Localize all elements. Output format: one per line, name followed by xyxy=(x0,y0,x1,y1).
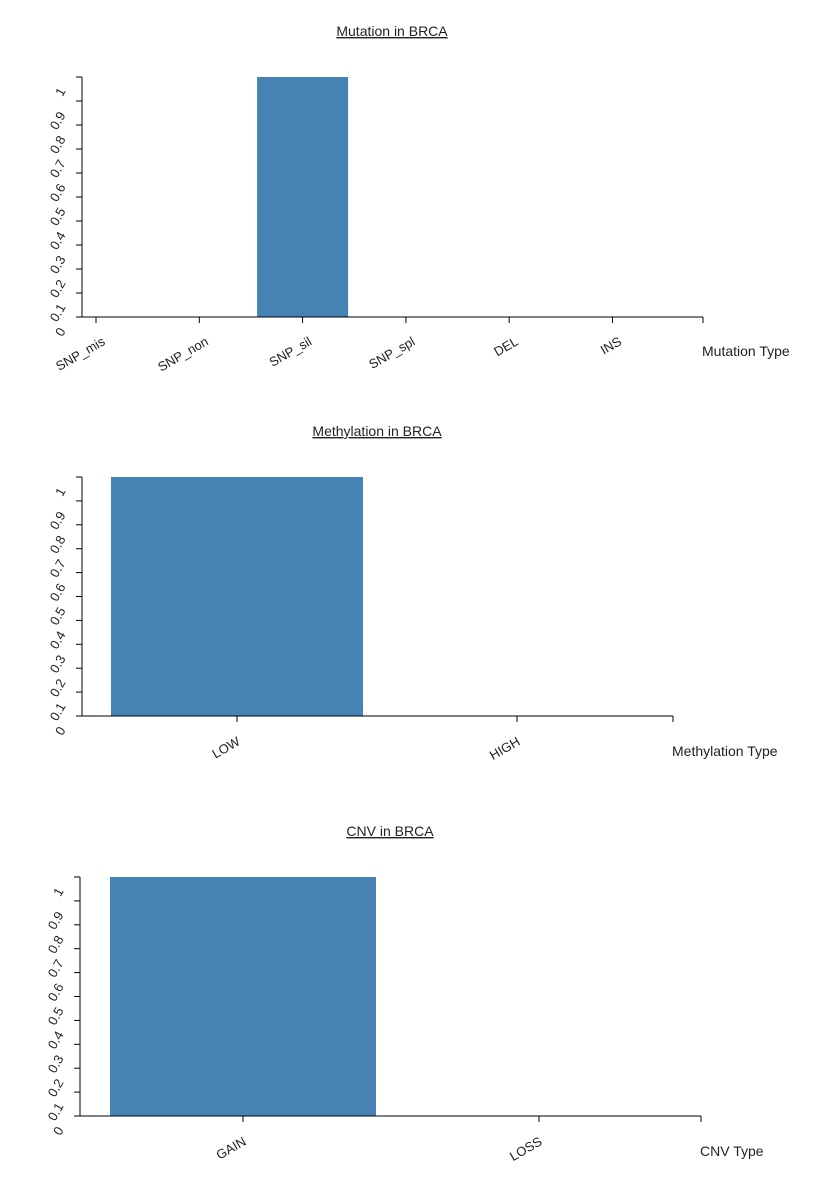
x-axis-label: Methylation Type xyxy=(672,743,778,759)
methylation-chart: Methylation in BRCA00.10.20.30.40.50.60.… xyxy=(47,423,778,763)
y-tick-label: 0.9 xyxy=(47,509,69,532)
x-tick-label-snp-sil: SNP_sil xyxy=(267,334,315,370)
x-tick-label-del: DEL xyxy=(491,334,520,360)
y-tick-label: 0.6 xyxy=(47,581,69,604)
chart-title: Methylation in BRCA xyxy=(312,423,442,439)
y-tick-label: 1 xyxy=(52,485,69,499)
y-tick-label: 1 xyxy=(52,85,69,99)
y-tick-label: 0.2 xyxy=(47,277,69,300)
y-tick-label: 0.8 xyxy=(47,533,69,556)
bar-snp-sil xyxy=(257,77,349,317)
y-tick-label: 0.7 xyxy=(47,157,69,180)
y-tick-label: 0.8 xyxy=(45,933,67,956)
y-tick-label: 0 xyxy=(52,724,69,738)
x-tick-label-snp-non: SNP_non xyxy=(155,334,211,375)
y-tick-label: 0.6 xyxy=(47,181,69,204)
y-tick-label: 0.9 xyxy=(45,909,67,932)
y-tick-label: 0.7 xyxy=(45,957,67,980)
mutation-chart: Mutation in BRCA00.10.20.30.40.50.60.70.… xyxy=(47,23,790,374)
x-tick-label-loss: LOSS xyxy=(507,1133,545,1163)
bar-low xyxy=(111,477,363,716)
y-tick-label: 0.2 xyxy=(47,676,69,699)
y-tick-label: 0.1 xyxy=(45,1100,67,1123)
y-tick-label: 1 xyxy=(50,885,67,899)
y-tick-label: 0 xyxy=(50,1124,67,1138)
bar-gain xyxy=(110,877,376,1116)
y-tick-label: 0.8 xyxy=(47,133,69,156)
y-tick-label: 0 xyxy=(52,325,69,339)
y-tick-label: 0.4 xyxy=(45,1028,67,1051)
cnv-chart: CNV in BRCA 00.10.20.30.40.50.60.70.80.9 1… xyxy=(45,823,764,1164)
x-tick-label-gain: GAIN xyxy=(213,1134,248,1163)
y-tick-label: 0.2 xyxy=(45,1076,67,1099)
x-tick-label-low: LOW xyxy=(209,733,243,761)
x-tick-label-high: HIGH xyxy=(487,734,523,763)
x-axis-label: CNV Type xyxy=(700,1143,764,1159)
x-tick-label-ins: INS xyxy=(598,333,625,357)
chart-title: Mutation in BRCA xyxy=(336,23,448,39)
y-tick-label: 0.5 xyxy=(47,605,69,628)
y-tick-label: 0.4 xyxy=(47,628,69,651)
y-tick-label: 0.4 xyxy=(47,229,69,252)
x-tick-label-snp-spl: SNP_spl xyxy=(366,334,417,372)
y-tick-label: 0.3 xyxy=(47,652,69,675)
y-tick-label: 0.5 xyxy=(45,1005,67,1028)
y-tick-label: 0.1 xyxy=(47,301,69,324)
y-tick-label: 0.7 xyxy=(47,557,69,580)
y-tick-label: 0.9 xyxy=(47,109,69,132)
x-tick-label-snp-mis: SNP_mis xyxy=(53,333,108,373)
y-tick-label: 0.5 xyxy=(47,205,69,228)
y-tick-label: 0.6 xyxy=(45,981,67,1004)
y-tick-label: 0.1 xyxy=(47,700,69,723)
chart-title: CNV in BRCA xyxy=(346,823,434,839)
x-axis-label: Mutation Type xyxy=(702,343,790,359)
y-tick-label: 0.3 xyxy=(45,1052,67,1075)
y-tick-label: 0.3 xyxy=(47,253,69,276)
